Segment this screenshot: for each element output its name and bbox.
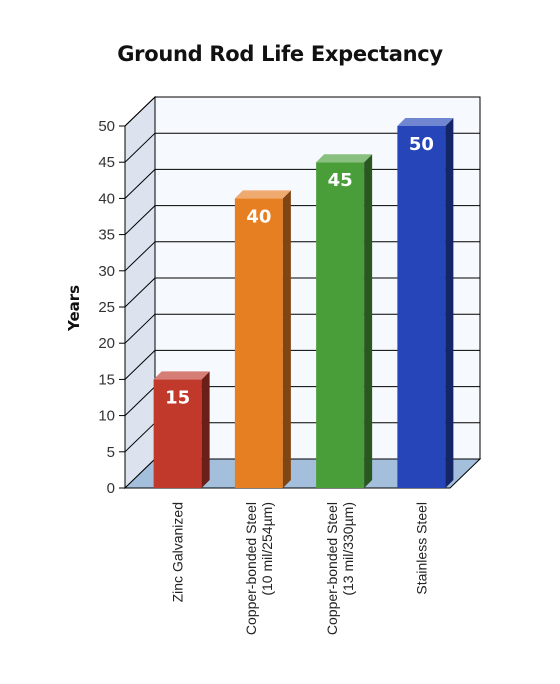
bar: 15 (153, 371, 210, 488)
gridline-diagonal (124, 277, 156, 308)
chart-title: Ground Rod Life Expectancy (117, 42, 443, 66)
bar-side (282, 190, 291, 488)
x-tick-label: Copper-bonded Steel(10 mil/254µm) (243, 502, 275, 635)
x-tick-label: Zinc Galvanized (170, 502, 186, 602)
bar-front (153, 379, 202, 488)
data-label: 15 (165, 387, 190, 408)
y-tick-label: 25 (98, 299, 115, 316)
y-tick-label: 35 (98, 227, 115, 244)
bar-front (397, 126, 446, 488)
gridline-diagonal (124, 386, 156, 416)
y-tick-label: 40 (98, 190, 115, 207)
y-axis-ticks: 0 5 10 15 20 25 30 35 40 45 50 (98, 118, 125, 497)
gridline-diagonal (124, 313, 156, 344)
data-label: 40 (246, 206, 271, 227)
bar-side (445, 118, 454, 488)
gridline-diagonal (124, 169, 156, 199)
y-tick-label: 15 (98, 371, 115, 388)
gridline-diagonal (124, 96, 156, 127)
y-tick-label: 20 (98, 335, 115, 352)
bar-front (234, 198, 283, 488)
gridline-diagonal (124, 422, 156, 453)
bar: 50 (397, 118, 454, 488)
y-tick-label: 10 (98, 408, 115, 425)
y-tick-label: 45 (98, 154, 115, 171)
bar-top (316, 154, 373, 163)
bar-top (234, 190, 291, 199)
gridline-diagonal (124, 205, 156, 235)
x-tick-label: Stainless Steel (413, 502, 429, 595)
gridline-diagonal (124, 132, 156, 163)
bars: 15 40 45 50 (153, 118, 454, 488)
gridline-diagonal (124, 350, 156, 380)
gridline-diagonal (124, 241, 156, 272)
bar: 45 (316, 154, 373, 488)
data-label: 45 (328, 170, 353, 191)
y-tick-label: 50 (98, 118, 115, 135)
y-tick-label: 30 (98, 263, 115, 280)
bar-top (153, 371, 210, 380)
y-tick-label: 0 (107, 480, 115, 497)
bar-side (364, 154, 373, 488)
y-tick-label: 5 (107, 444, 115, 461)
bar: 40 (234, 190, 291, 488)
bar-front (316, 162, 365, 488)
y-axis-title: Years (65, 285, 83, 332)
bar-top (397, 118, 454, 126)
bar-side (201, 371, 210, 488)
x-axis-labels: Zinc Galvanized Copper-bonded Steel(10 mi… (170, 502, 430, 635)
x-tick-label: Copper-bonded Steel(13 mil/330µm) (324, 502, 356, 635)
data-label: 50 (409, 134, 434, 155)
